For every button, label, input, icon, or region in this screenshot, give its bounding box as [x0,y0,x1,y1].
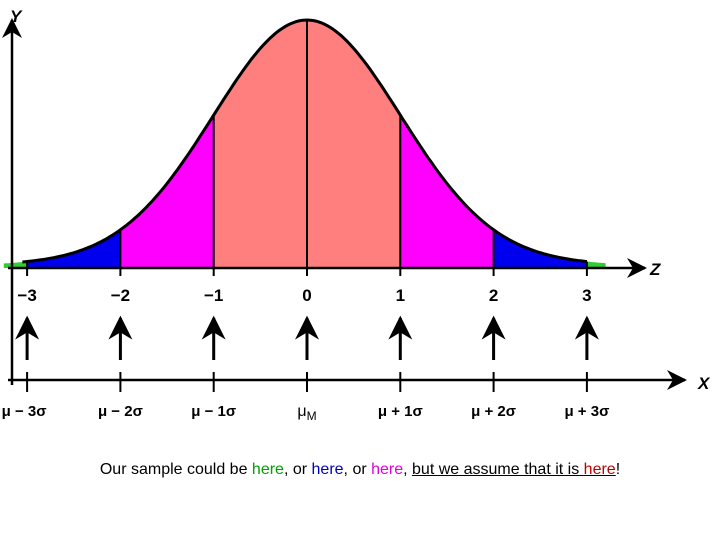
ticks: −3 μ − 3σ −2 μ − 2σ −1 μ − 1σ 0 μM 1 μ + 1σ 2 μ + 2… [2,286,610,423]
region [3,261,28,268]
x-label: μM [297,403,316,423]
regions [3,18,606,276]
region [586,261,606,268]
caption-text: , or [283,461,312,478]
caption-text: but we assume that it is [412,461,584,478]
x-axis-label: X [697,374,711,393]
x-label: μ + 1σ [378,403,423,420]
caption-text: , [403,461,413,478]
region [27,229,121,268]
y-axis-label: Y [10,7,23,26]
caption-here-red: here [583,461,616,478]
caption-here-blue: here [311,461,344,478]
region [493,229,587,268]
caption-text: , or [343,461,372,478]
z-tick-label: −3 [17,286,36,305]
z-tick-label: 2 [489,286,498,305]
caption-here-green: here [251,461,284,478]
caption-underlined: but we assume that it is here [412,461,616,478]
x-label-subscript: M [307,409,317,423]
caption: Our sample could be here, or here, or he… [0,461,720,479]
z-axis-label: Z [649,260,661,279]
curve [22,18,588,264]
x-label: μ − 3σ [2,403,47,420]
x-label: μ + 3σ [564,403,609,420]
z-tick-label: 1 [396,286,405,305]
z-tick-label: −2 [111,286,130,305]
caption-text: Our sample could be [99,461,252,478]
z-tick-label: 3 [582,286,591,305]
x-label: μ − 2σ [98,403,143,420]
caption-text: ! [615,461,621,478]
caption-here-magenta: here [371,461,404,478]
x-label: μ − 1σ [191,403,236,420]
z-tick-label: −1 [204,286,223,305]
x-label: μ + 2σ [471,403,516,420]
z-tick-label: 0 [302,286,311,305]
